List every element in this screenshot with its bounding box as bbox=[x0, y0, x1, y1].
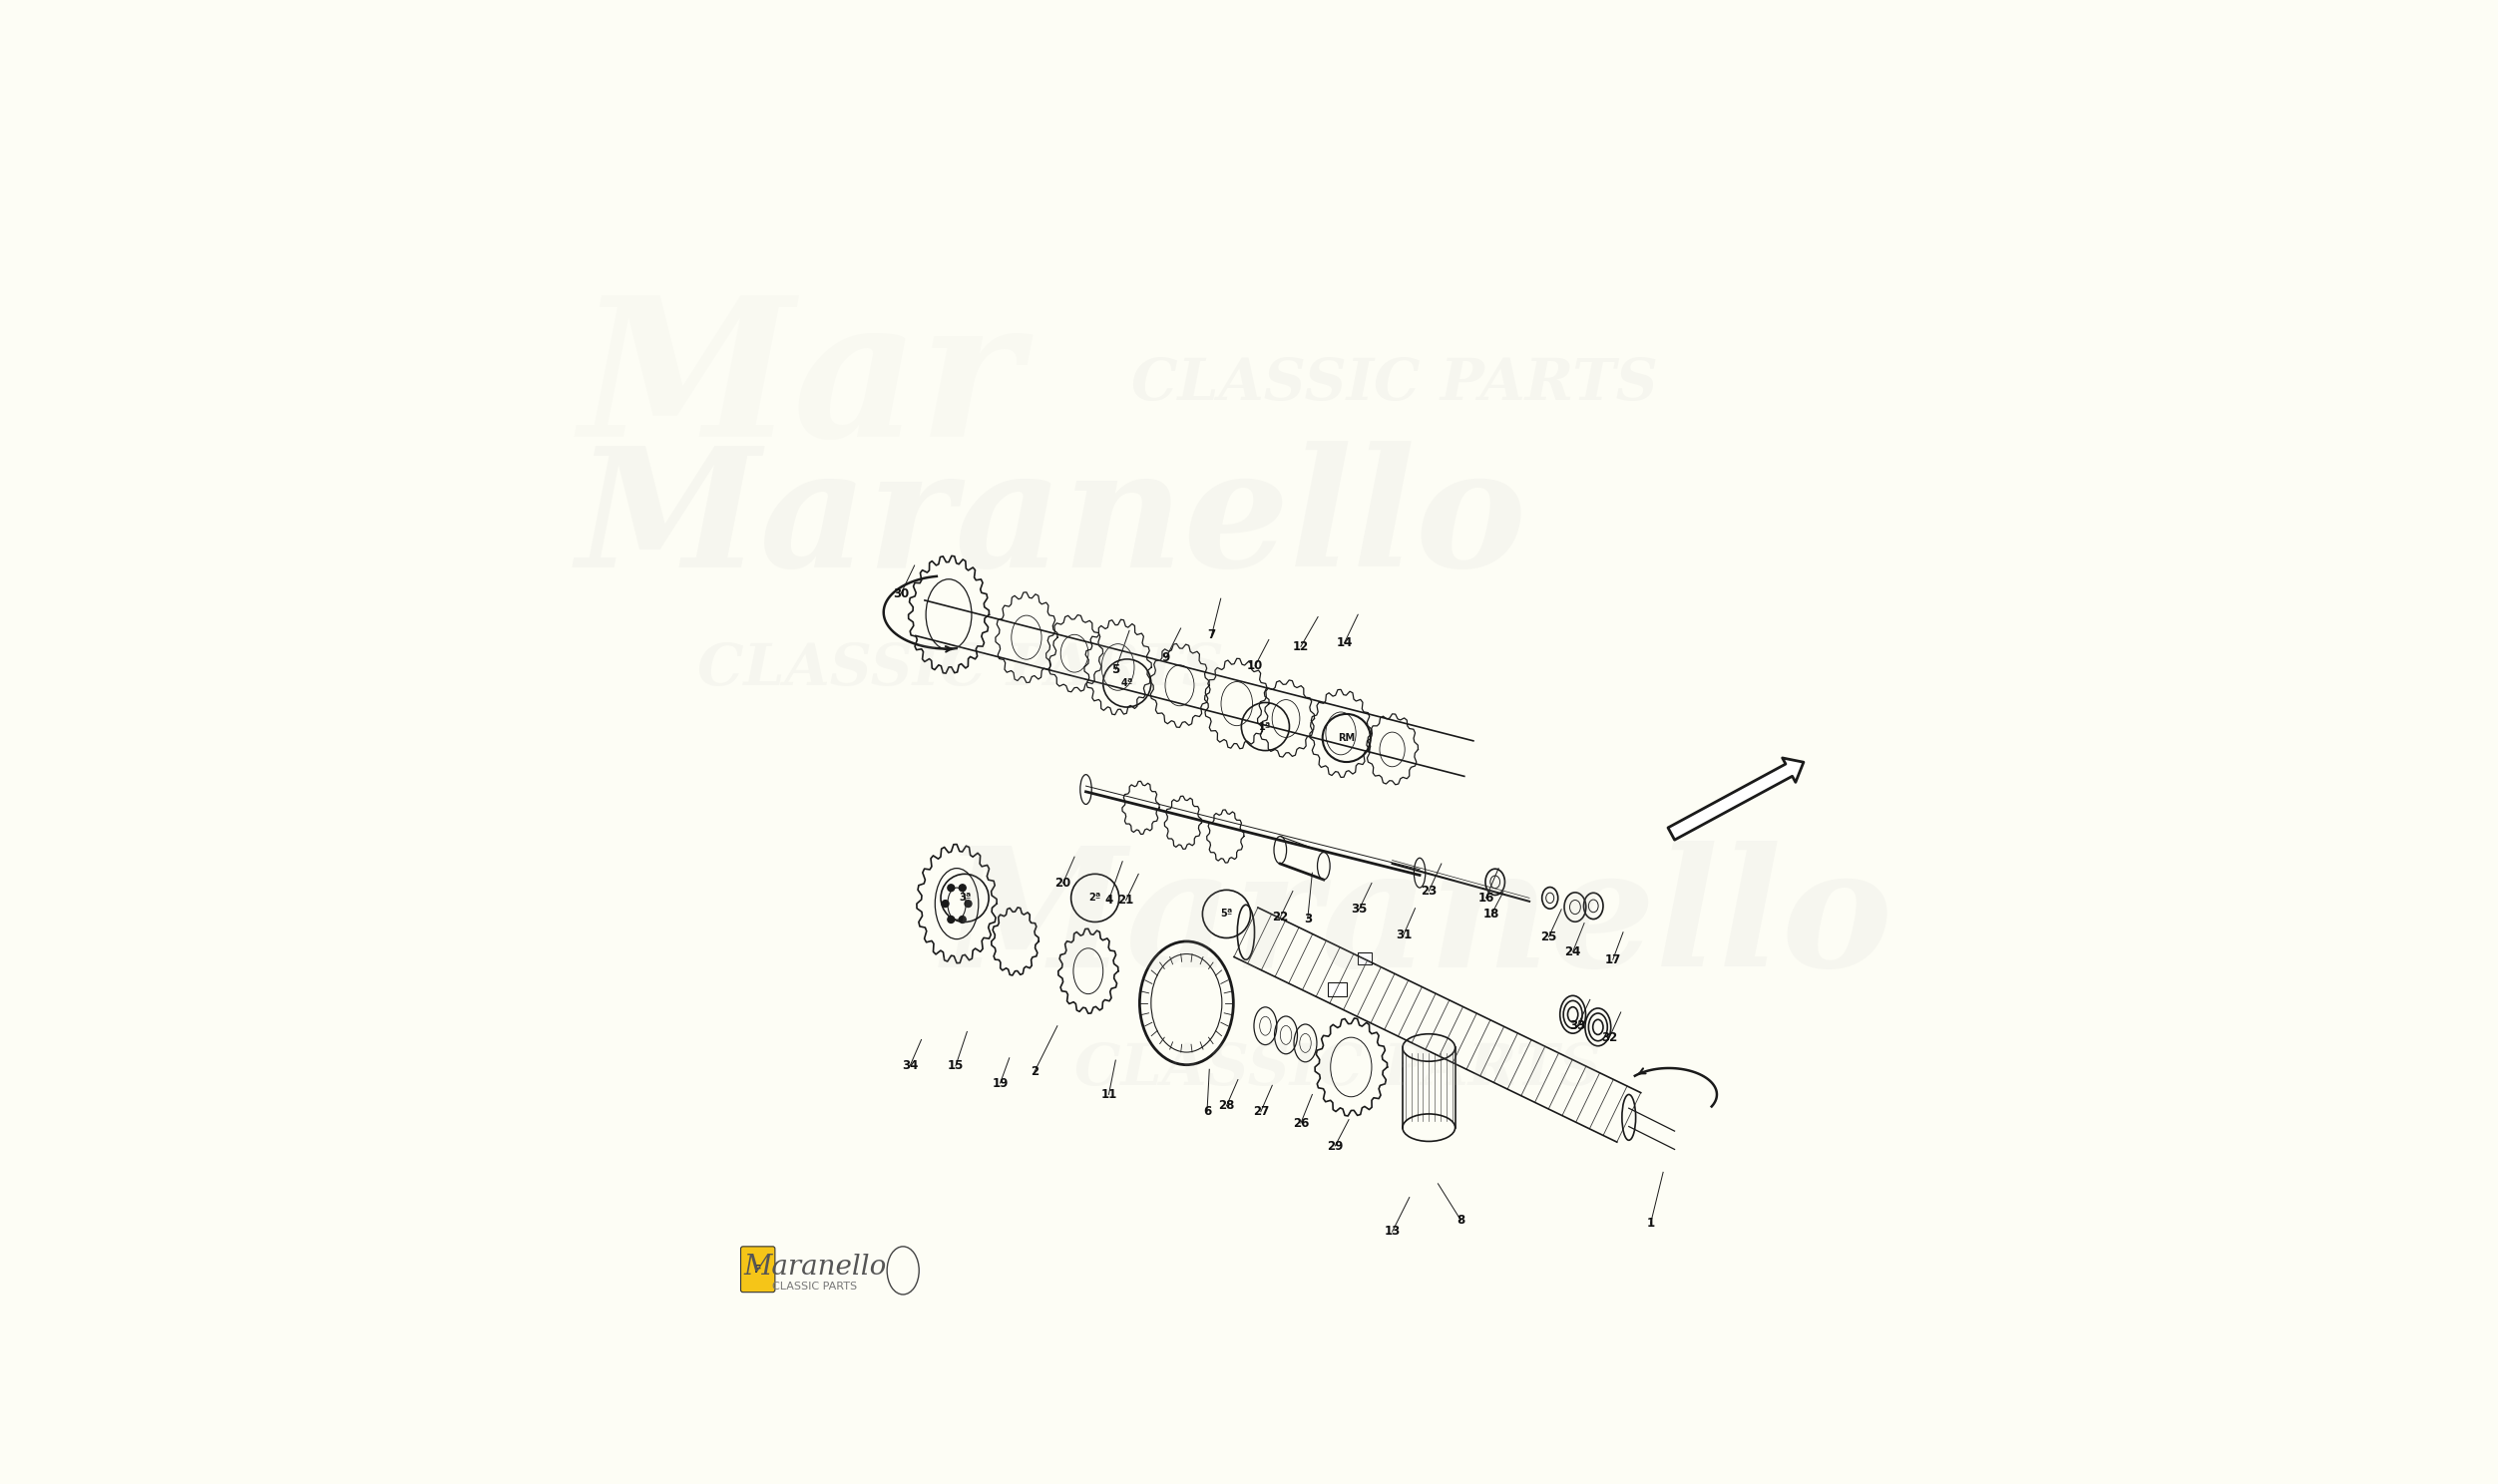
Text: 5ª: 5ª bbox=[1222, 910, 1232, 919]
Text: 31: 31 bbox=[1396, 928, 1411, 941]
Text: 27: 27 bbox=[1251, 1106, 1269, 1117]
Text: 9: 9 bbox=[1162, 651, 1169, 665]
Text: Mar: Mar bbox=[580, 289, 1022, 478]
Text: F: F bbox=[754, 1264, 762, 1275]
Text: 4ª: 4ª bbox=[1122, 678, 1134, 689]
Text: Maranello: Maranello bbox=[942, 840, 1893, 1002]
FancyBboxPatch shape bbox=[1359, 953, 1371, 965]
Text: 11: 11 bbox=[1102, 1088, 1117, 1101]
Text: 13: 13 bbox=[1384, 1226, 1401, 1238]
Circle shape bbox=[964, 901, 972, 907]
Text: 4: 4 bbox=[1104, 893, 1114, 907]
Text: 19: 19 bbox=[992, 1076, 1009, 1089]
Text: 32: 32 bbox=[1601, 1031, 1619, 1043]
Text: 29: 29 bbox=[1326, 1140, 1344, 1153]
Text: 1: 1 bbox=[1646, 1217, 1654, 1230]
Text: 16: 16 bbox=[1479, 892, 1494, 904]
Text: 35: 35 bbox=[1351, 902, 1366, 916]
FancyArrowPatch shape bbox=[1669, 758, 1804, 840]
Circle shape bbox=[959, 884, 967, 892]
Circle shape bbox=[959, 916, 967, 923]
Text: CLASSIC PARTS: CLASSIC PARTS bbox=[772, 1282, 857, 1291]
Text: Maranello: Maranello bbox=[744, 1254, 887, 1281]
Text: 7: 7 bbox=[1207, 629, 1217, 641]
Text: 20: 20 bbox=[1054, 877, 1072, 889]
Text: 33: 33 bbox=[1569, 1020, 1586, 1033]
Text: 21: 21 bbox=[1117, 893, 1134, 907]
Circle shape bbox=[947, 884, 954, 892]
FancyBboxPatch shape bbox=[742, 1247, 774, 1293]
Circle shape bbox=[947, 916, 954, 923]
FancyBboxPatch shape bbox=[1329, 982, 1346, 996]
Circle shape bbox=[942, 901, 949, 907]
Text: 34: 34 bbox=[902, 1060, 919, 1073]
Text: RM: RM bbox=[1339, 733, 1354, 743]
Text: 22: 22 bbox=[1271, 911, 1289, 925]
Text: 14: 14 bbox=[1336, 637, 1351, 650]
Text: 2: 2 bbox=[1029, 1066, 1039, 1079]
Text: CLASSIC PARTS: CLASSIC PARTS bbox=[1074, 1042, 1601, 1098]
Text: 2ª: 2ª bbox=[1089, 893, 1102, 902]
Text: 28: 28 bbox=[1219, 1100, 1234, 1113]
Text: 8: 8 bbox=[1456, 1214, 1464, 1227]
Text: 26: 26 bbox=[1291, 1116, 1309, 1129]
Text: 30: 30 bbox=[892, 588, 909, 601]
Text: 24: 24 bbox=[1564, 945, 1581, 959]
Text: 3ª: 3ª bbox=[959, 893, 972, 902]
Text: 10: 10 bbox=[1247, 659, 1264, 672]
Text: 6: 6 bbox=[1204, 1106, 1212, 1117]
Text: CLASSIC PARTS: CLASSIC PARTS bbox=[697, 641, 1224, 697]
Text: 12: 12 bbox=[1291, 640, 1309, 653]
Text: 5: 5 bbox=[1112, 663, 1119, 675]
Text: CLASSIC PARTS: CLASSIC PARTS bbox=[1132, 356, 1659, 413]
Text: 23: 23 bbox=[1421, 884, 1436, 898]
Text: 17: 17 bbox=[1604, 953, 1621, 966]
Text: 25: 25 bbox=[1541, 930, 1556, 944]
Text: 18: 18 bbox=[1484, 908, 1499, 920]
Text: 3: 3 bbox=[1304, 913, 1311, 925]
Text: 1ª: 1ª bbox=[1259, 721, 1271, 732]
Text: 15: 15 bbox=[947, 1060, 964, 1073]
Text: Maranello: Maranello bbox=[577, 441, 1526, 601]
